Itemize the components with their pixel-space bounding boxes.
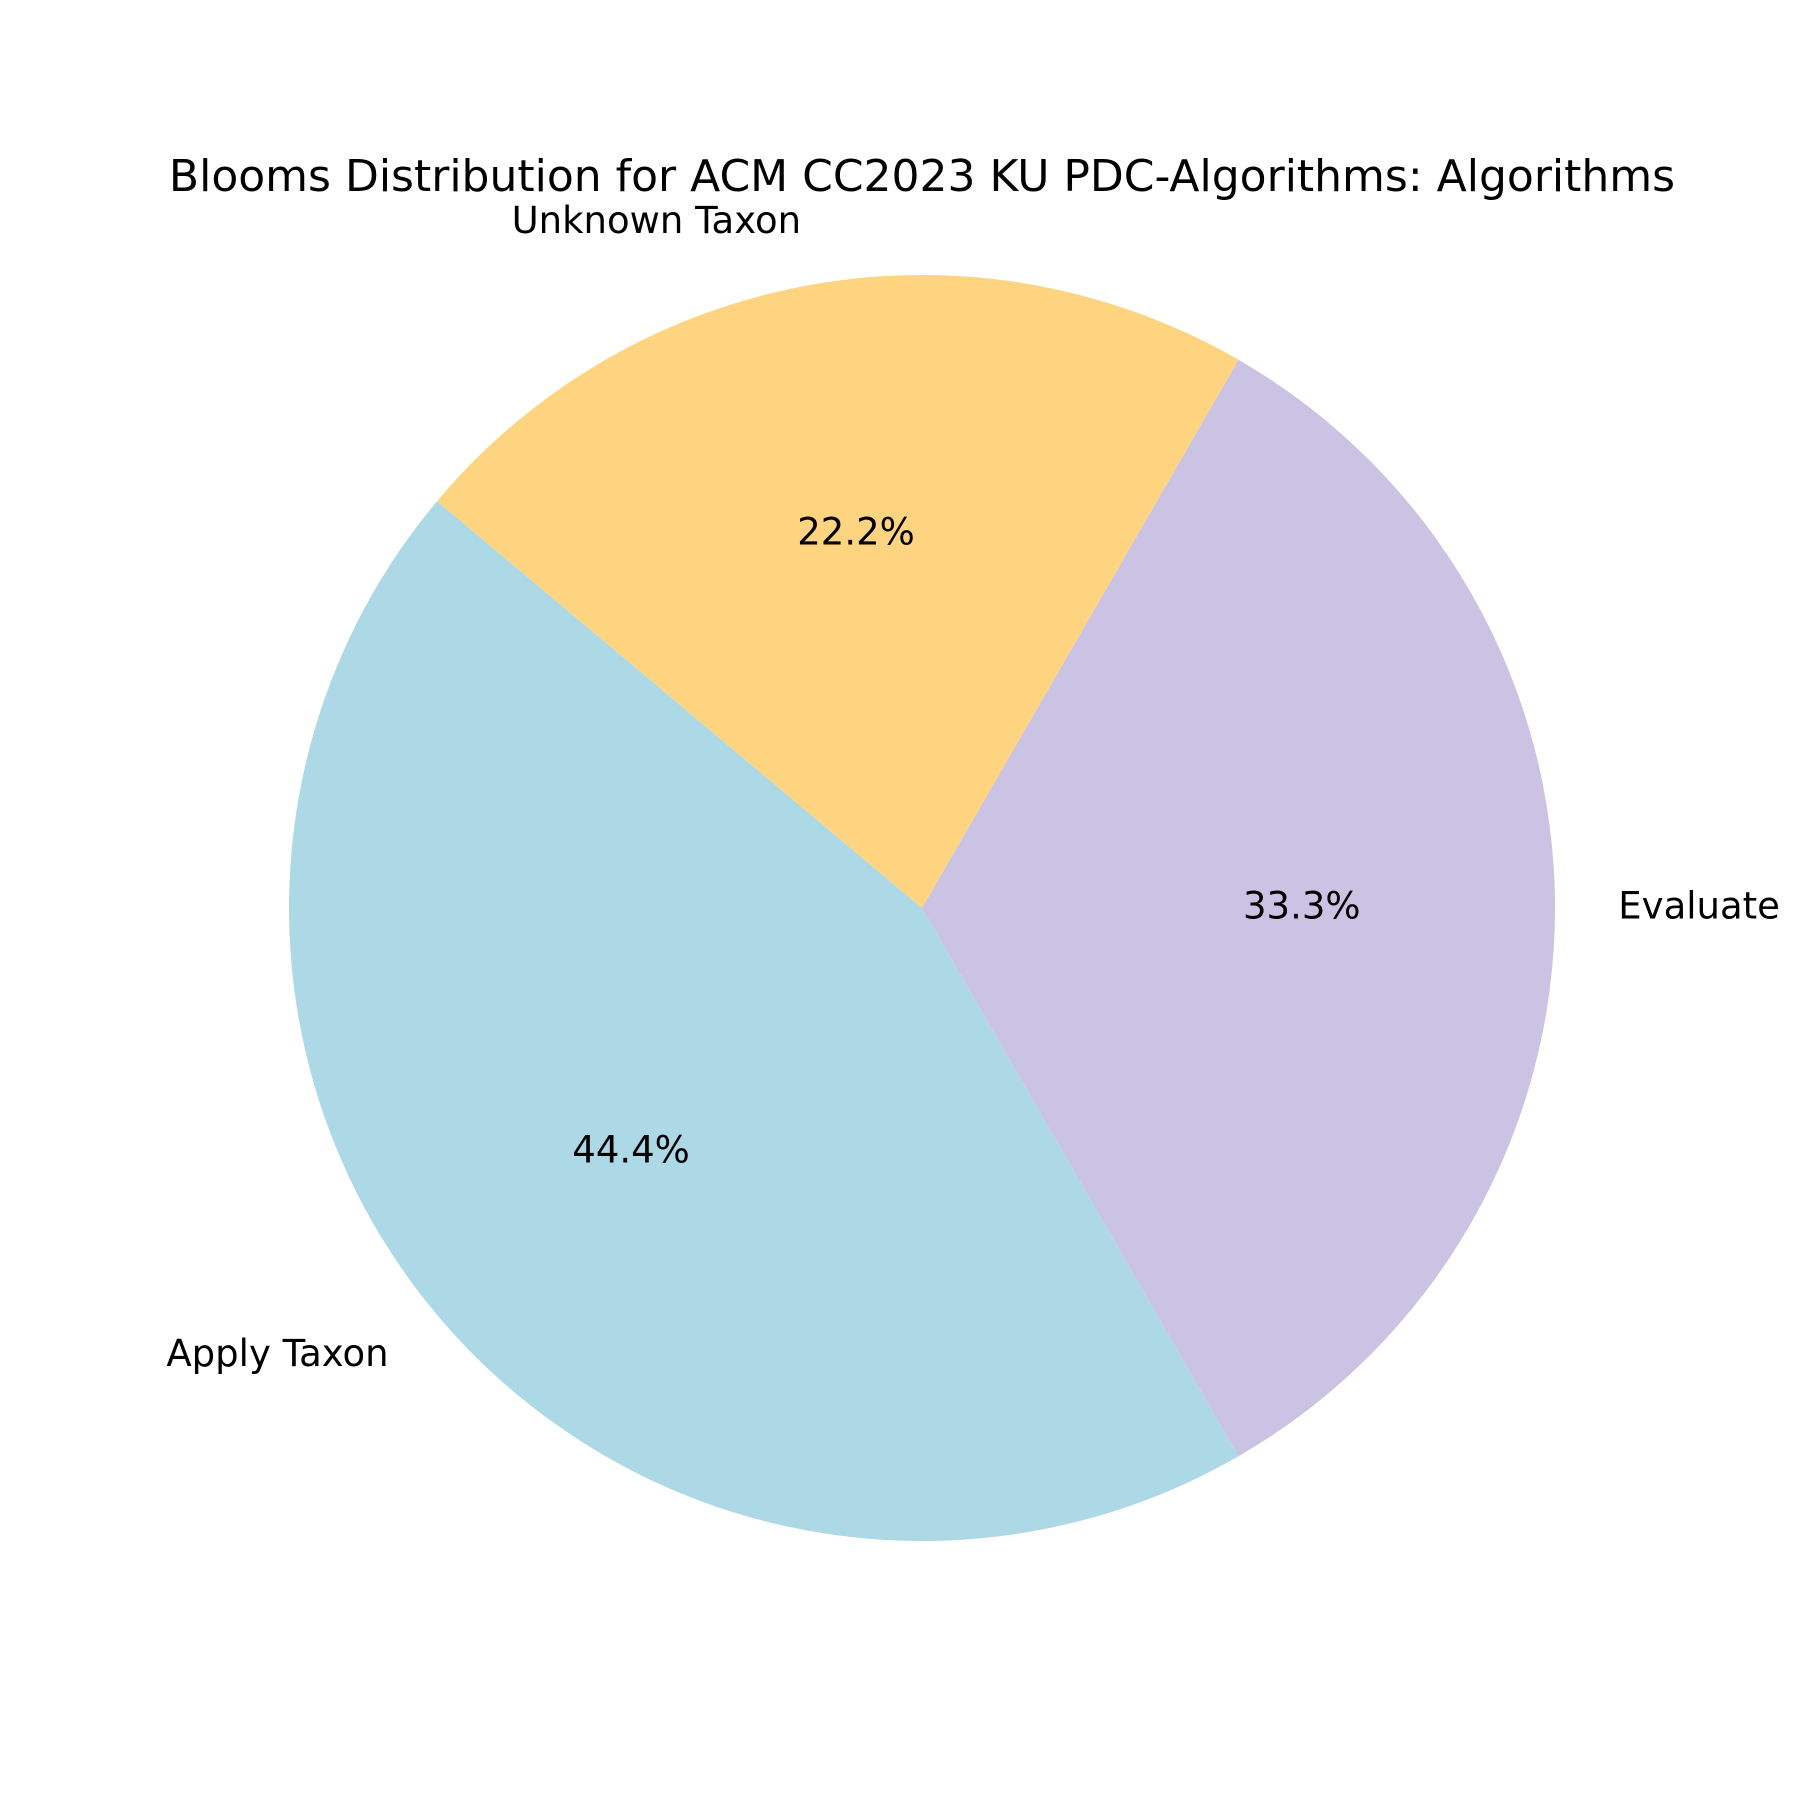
chart-title: Blooms Distribution for ACM CC2023 KU PD…: [169, 151, 1675, 202]
slice-percent-apply-taxon: 44.4%: [572, 1129, 690, 1172]
pie-slices: [289, 275, 1555, 1542]
pie-slice-apply-taxon: [289, 501, 1239, 1542]
pie-labels: Apply Taxon 44.4% Evaluate 33.3% Unknown Tax…: [166, 199, 1780, 1375]
pie-slice-unknown-taxon: [437, 275, 1239, 908]
slice-label-unknown-taxon: Unknown Taxon: [512, 199, 802, 242]
slice-percent-evaluate: 33.3%: [1243, 885, 1361, 928]
slice-percent-unknown-taxon: 22.2%: [797, 510, 915, 553]
slice-label-apply-taxon: Apply Taxon: [166, 1332, 388, 1375]
slice-label-evaluate: Evaluate: [1618, 885, 1780, 928]
